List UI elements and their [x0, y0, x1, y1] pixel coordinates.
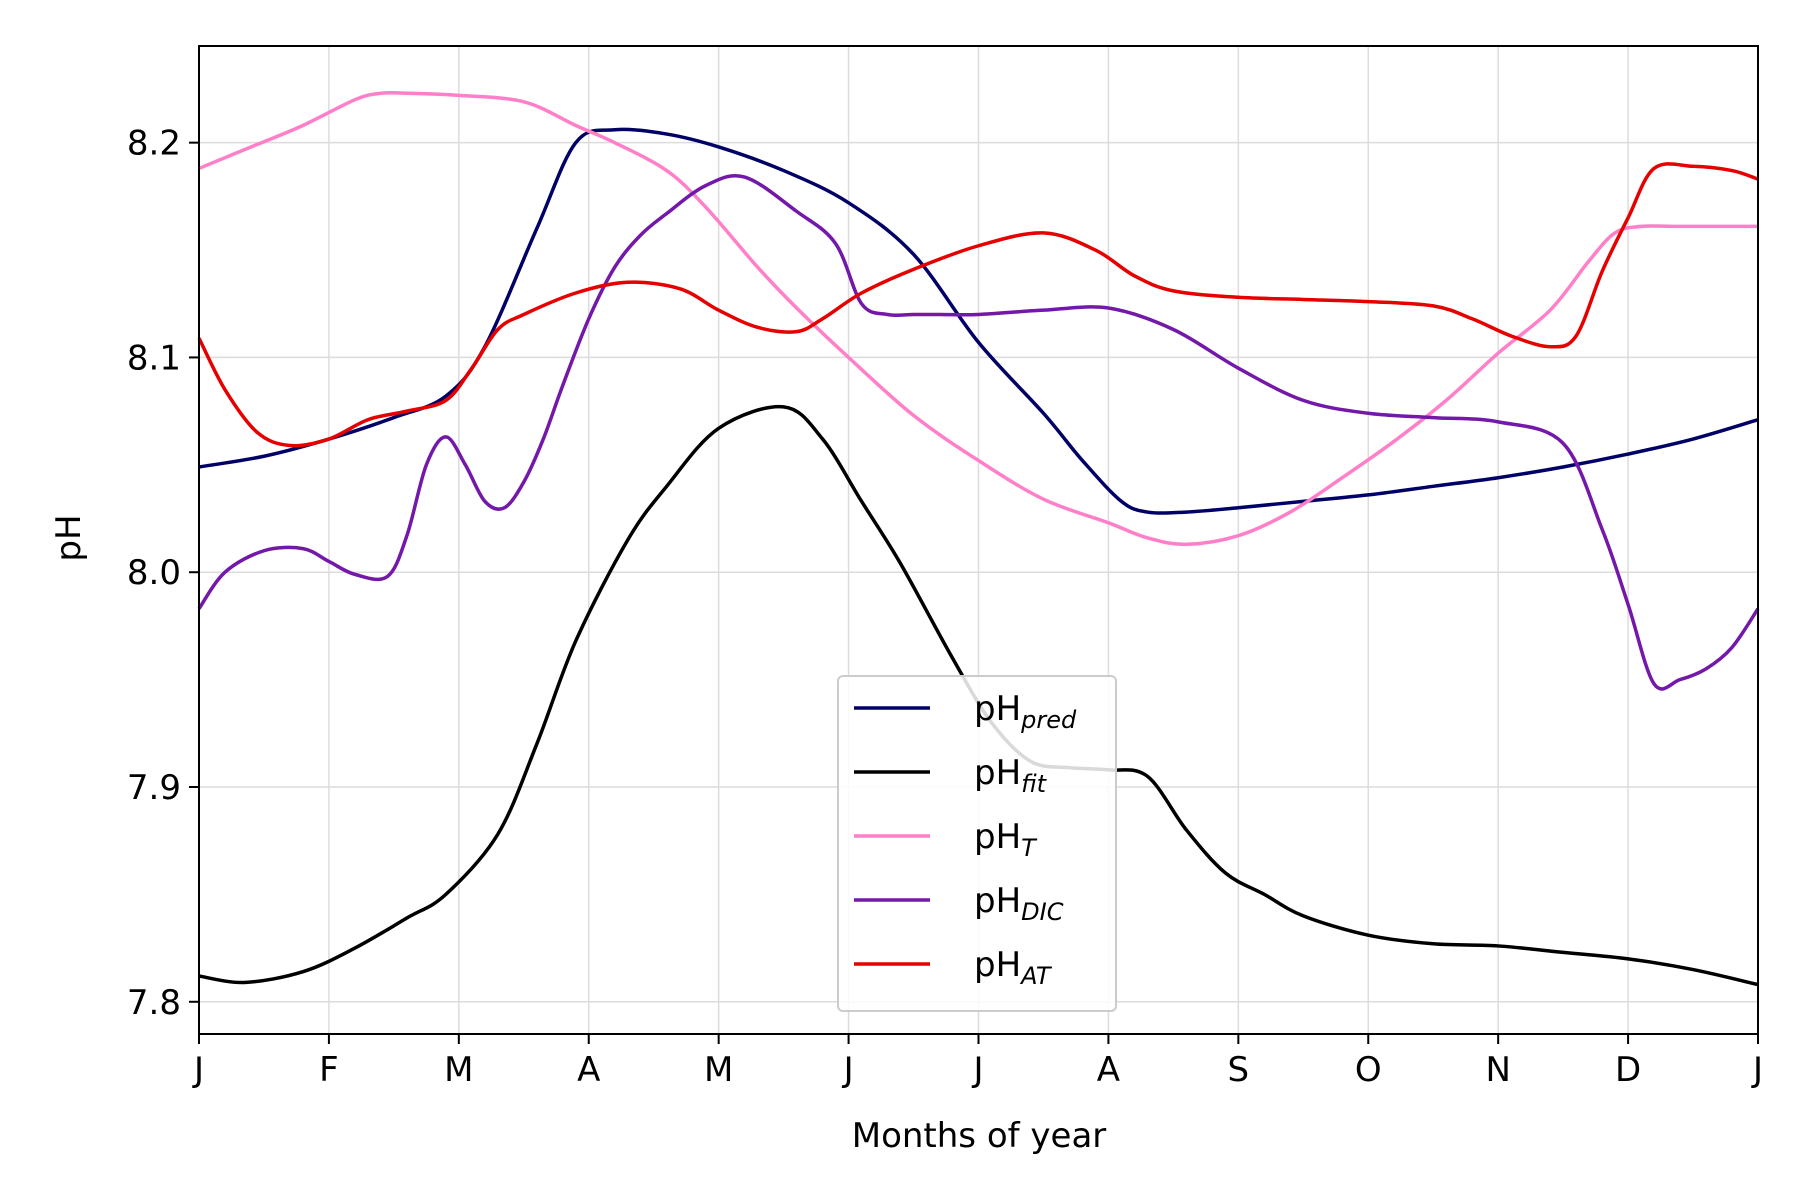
x-tick-label: A [1097, 1050, 1120, 1090]
x-axis-title: Months of year [852, 1116, 1107, 1156]
x-tick-label: N [1485, 1050, 1510, 1090]
x-tick-label: S [1228, 1050, 1250, 1090]
legend-label: pHDIC [974, 881, 1064, 926]
legend-box [837, 675, 1117, 1012]
x-tick-label: M [444, 1050, 473, 1090]
legend-label: pHfit [974, 753, 1048, 798]
legend: pHpred pHfit pHT pHDIC pHAT [837, 675, 1117, 1012]
x-tick-label: A [577, 1050, 600, 1090]
y-tick-label: 8.0 [127, 553, 181, 593]
legend-label: pHpred [974, 689, 1077, 734]
y-tick-label: 8.1 [127, 338, 181, 378]
y-axis: 7.8 7.9 8.0 8.1 8.2 [127, 124, 199, 1023]
x-tick-label: J [192, 1050, 204, 1090]
x-tick-label: M [704, 1050, 733, 1090]
y-tick-label: 8.2 [127, 124, 181, 164]
y-tick-label: 7.8 [127, 983, 181, 1023]
x-tick-label: J [842, 1050, 854, 1090]
series-layer [197, 90, 1760, 987]
x-tick-label: F [319, 1050, 339, 1090]
y-tick-label: 7.9 [127, 768, 181, 808]
x-tick-label: O [1355, 1050, 1382, 1090]
series-line-at [197, 162, 1759, 448]
y-axis-title: pH [49, 514, 89, 561]
x-tick-label: D [1615, 1050, 1641, 1090]
series-line-fit [198, 404, 1759, 987]
legend-label: pHT [974, 817, 1038, 862]
series-line-dic [197, 173, 1760, 691]
legend-label: pHAT [974, 945, 1053, 990]
x-tick-label: J [971, 1050, 983, 1090]
series-line-t [198, 90, 1759, 547]
x-tick-label: J [1751, 1050, 1763, 1090]
